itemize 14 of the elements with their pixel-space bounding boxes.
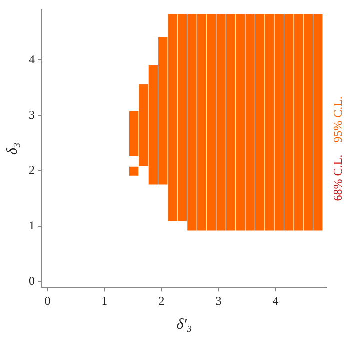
y-tick-label: 3 (29, 108, 35, 122)
y-tick-label: 2 (29, 163, 35, 178)
x-tick-label: 2 (158, 294, 165, 308)
y-axis-title: δ₃ (4, 142, 21, 155)
x-tick-label: 4 (272, 294, 279, 308)
x-tick-label: 3 (216, 294, 222, 308)
text: 68% C.L. (331, 154, 346, 202)
text: 95% C.L. (331, 96, 346, 143)
y-tick-label: 0 (29, 274, 35, 288)
x-axis-title: δ′₃ (176, 316, 192, 333)
x-tick-label: 1 (102, 294, 108, 308)
y-tick-label: 4 (29, 52, 35, 66)
x-tick-label: 0 (44, 294, 51, 308)
y-tick-label: 1 (29, 218, 35, 233)
